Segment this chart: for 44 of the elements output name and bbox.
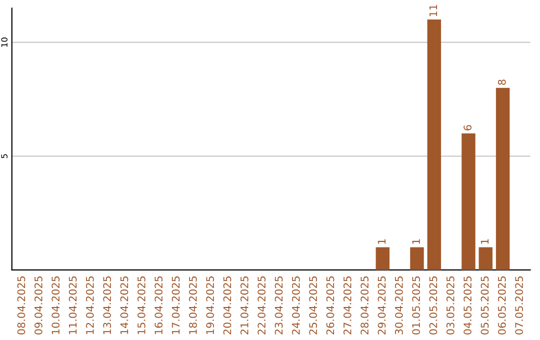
x-tick-label: 15.04.2025: [137, 276, 146, 334]
bar: [376, 247, 390, 270]
x-tick-label: 22.04.2025: [258, 276, 266, 334]
x-tick-label: 08.04.2025: [17, 276, 26, 334]
data-label: 8: [498, 80, 506, 85]
x-tick-label: 14.04.2025: [120, 276, 128, 334]
data-label: 1: [412, 239, 420, 244]
x-tick-label: 04.05.2025: [464, 276, 472, 334]
bar: [496, 88, 510, 270]
x-tick-label: 02.05.2025: [429, 276, 438, 334]
x-tick-label: 05.05.2025: [480, 276, 489, 334]
x-tick-label: 06.05.2025: [498, 276, 506, 334]
x-tick-label: 28.04.2025: [360, 276, 369, 334]
x-tick-label: 19.04.2025: [206, 276, 214, 334]
data-label: 11: [429, 4, 438, 16]
x-tick-label: 24.04.2025: [292, 276, 300, 334]
x-tick-label: 16.04.2025: [154, 276, 163, 334]
x-tick-label: 27.04.2025: [343, 276, 352, 334]
x-tick-label: 12.04.2025: [86, 276, 94, 334]
x-tick-label: 18.04.2025: [188, 276, 197, 334]
x-tick-label: 26.04.2025: [326, 276, 334, 334]
x-tick-label: 23.04.2025: [274, 276, 283, 334]
x-tick-label: 25.04.2025: [309, 276, 318, 334]
bar: [478, 247, 493, 270]
y-tick-label: 10: [1, 38, 8, 47]
x-tick-label: 01.05.2025: [412, 276, 420, 334]
x-tick-label: 10.04.2025: [52, 276, 60, 334]
x-tick-label: 09.04.2025: [34, 276, 42, 334]
x-tick-label: 30.04.2025: [394, 276, 403, 334]
x-tick-label: 21.04.2025: [240, 276, 248, 334]
x-tick-label: 20.04.2025: [223, 276, 232, 334]
bar: [427, 20, 442, 270]
x-tick-label: 03.05.2025: [446, 276, 454, 334]
x-tick-label: 17.04.2025: [172, 276, 180, 334]
bar: [462, 133, 476, 270]
y-tick-label: 5: [1, 154, 8, 158]
data-label: 1: [480, 239, 489, 244]
x-tick-label: 07.05.2025: [515, 276, 524, 334]
x-tick-label: 29.04.2025: [378, 276, 386, 334]
data-label: 1: [378, 239, 386, 244]
x-tick-label: 11.04.2025: [68, 276, 77, 334]
x-tick-label: 13.04.2025: [103, 276, 112, 334]
bar: [410, 247, 424, 270]
data-label: 6: [464, 125, 472, 130]
